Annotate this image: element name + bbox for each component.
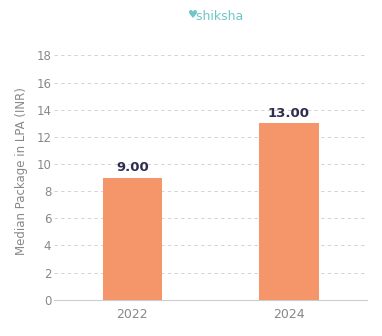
Y-axis label: Median Package in LPA (INR): Median Package in LPA (INR) — [15, 87, 28, 255]
Text: ♥: ♥ — [188, 10, 198, 20]
Text: shiksha: shiksha — [192, 10, 243, 23]
Bar — [103, 177, 162, 300]
Text: 9.00: 9.00 — [116, 161, 149, 174]
Bar — [259, 123, 319, 300]
Text: 13.00: 13.00 — [268, 107, 310, 120]
